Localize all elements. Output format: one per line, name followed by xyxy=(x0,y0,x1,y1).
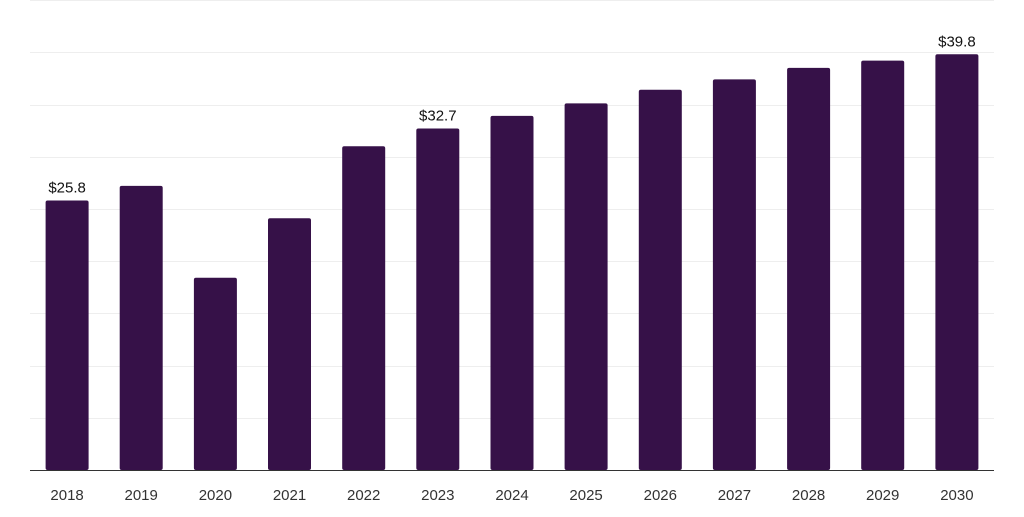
x-axis-tick-labels: 2018 2019 2020 2021 2022 2023 2024 2025 2026 2027… xyxy=(50,487,973,504)
x-tick-label-2022: 2022 xyxy=(347,487,380,504)
x-tick-label-2024: 2024 xyxy=(495,487,528,504)
x-tick-label-2021: 2021 xyxy=(273,487,306,504)
x-tick-label-2030: 2030 xyxy=(940,487,973,504)
x-tick-label-2027: 2027 xyxy=(718,487,751,504)
x-tick-label-2019: 2019 xyxy=(125,487,158,504)
bar-2018 xyxy=(45,200,89,470)
bar-2024 xyxy=(490,115,534,471)
bar-2020 xyxy=(193,277,237,470)
bar-2028 xyxy=(787,67,831,471)
bar-2027 xyxy=(712,79,756,471)
x-tick-label-2028: 2028 xyxy=(792,487,825,504)
data-label-2030: $39.8 xyxy=(938,33,976,50)
x-tick-label-2018: 2018 xyxy=(50,487,83,504)
x-tick-label-2025: 2025 xyxy=(569,487,602,504)
x-tick-label-2029: 2029 xyxy=(866,487,899,504)
data-label-2023: $32.7 xyxy=(419,108,457,125)
x-tick-label-2023: 2023 xyxy=(421,487,454,504)
x-tick-label-2026: 2026 xyxy=(644,487,677,504)
bar-2023 xyxy=(416,128,460,470)
bar-2022 xyxy=(342,146,386,470)
bar-2019 xyxy=(119,185,163,470)
bar-2021 xyxy=(268,218,311,470)
bars xyxy=(45,54,979,471)
bar-2030 xyxy=(935,54,979,471)
x-tick-label-2020: 2020 xyxy=(199,487,232,504)
bar-2029 xyxy=(861,60,905,470)
data-label-2018: $25.8 xyxy=(48,180,86,197)
data-labels: $25.8 $32.7 $39.8 xyxy=(48,33,975,196)
bar-2026 xyxy=(638,89,682,471)
bar-2025 xyxy=(564,103,608,471)
